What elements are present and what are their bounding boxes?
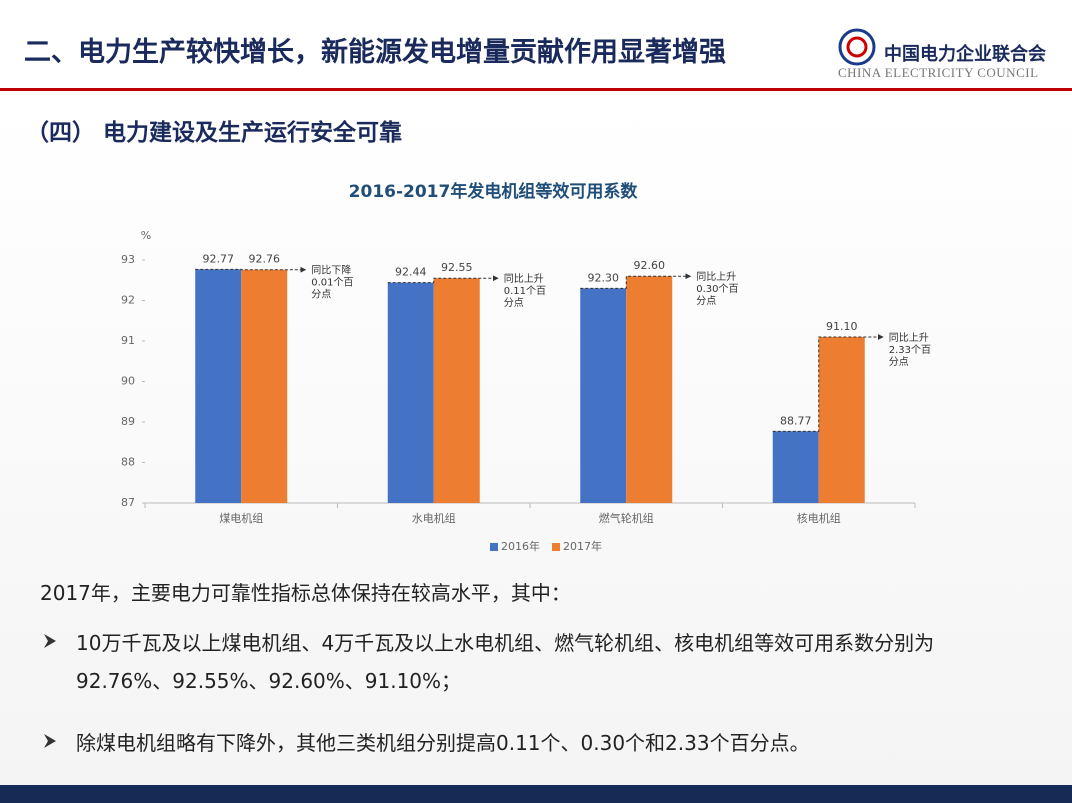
y-tick-label: 88 — [121, 456, 135, 469]
bar — [580, 288, 627, 503]
x-tick-label: 核电机组 — [797, 511, 841, 525]
chart: 2016-2017年发电机组等效可用系数 % 87 88 89 90 91 92 93 煤电机… — [121, 181, 931, 553]
bullet: 除煤电机组略有下降外，其他三类机组分别提高0.11个、0.30个和2.33个百分… — [76, 731, 810, 755]
bar — [818, 336, 865, 503]
bar — [772, 431, 819, 503]
value-label: 88.77 — [780, 414, 812, 427]
footer-bar — [0, 785, 1072, 803]
annotation: 同比上升 — [504, 273, 544, 285]
bar — [387, 282, 434, 503]
legend-swatch — [552, 543, 560, 551]
x-tick-label: 水电机组 — [412, 511, 456, 525]
header-title: 二、电力生产较快增长，新能源发电增量贡献作用显著增强 — [24, 37, 726, 68]
subtitle: （四） 电力建设及生产运行安全可靠 — [26, 120, 403, 146]
annotation: 0.01个百 — [311, 277, 353, 289]
annotation: 0.11个百 — [504, 285, 546, 297]
y-tick-label: 87 — [121, 496, 135, 509]
legend-label: 2017年 — [563, 539, 602, 553]
change-connector — [387, 275, 499, 284]
value-label: 92.44 — [395, 266, 427, 279]
change-connector — [772, 333, 884, 432]
annotation: 同比下降 — [311, 264, 351, 277]
y-tick-label: 91 — [121, 334, 135, 347]
y-unit: % — [141, 229, 151, 242]
org-name: 中国电力企业联合会 — [884, 44, 1046, 65]
annotation: 0.30个百 — [696, 283, 738, 295]
chart-title: 2016-2017年发电机组等效可用系数 — [349, 181, 639, 202]
legend-label: 2016年 — [501, 539, 540, 553]
bar — [241, 269, 288, 503]
value-label: 92.77 — [203, 252, 235, 265]
annotation: 同比上升 — [889, 332, 929, 344]
header-rule — [0, 88, 1072, 91]
y-tick-label: 90 — [121, 375, 135, 388]
x-tick-label: 燃气轮机组 — [599, 511, 654, 525]
annotation: 分点 — [696, 295, 716, 307]
bar — [626, 276, 673, 503]
value-label: 92.30 — [588, 271, 620, 284]
annotation: 2.33个百 — [889, 344, 931, 356]
bullet-icon — [44, 734, 56, 748]
value-label: 91.10 — [826, 320, 858, 333]
legend-swatch — [490, 543, 498, 551]
annotation: 分点 — [311, 289, 331, 301]
y-tick-label: 89 — [121, 415, 135, 428]
bar — [195, 269, 242, 503]
change-connector — [580, 273, 692, 289]
x-tick-label: 煤电机组 — [219, 511, 263, 525]
value-label: 92.55 — [441, 261, 473, 274]
logo — [838, 28, 876, 66]
annotation: 分点 — [504, 297, 524, 309]
bullet: 10万千瓦及以上煤电机组、4万千瓦及以上水电机组、燃气轮机组、核电机组等效可用系… — [76, 631, 935, 693]
intro: 2017年，主要电力可靠性指标总体保持在较高水平，其中： — [40, 581, 571, 605]
y-tick-label: 92 — [121, 294, 135, 307]
value-label: 92.76 — [249, 253, 281, 266]
bullet-icon — [44, 634, 56, 648]
value-label: 92.60 — [634, 259, 666, 272]
annotation: 同比上升 — [696, 271, 736, 283]
annotation: 分点 — [889, 356, 909, 368]
bar — [433, 278, 480, 503]
org-name-en: CHINA ELECTRICITY COUNCIL — [838, 65, 1039, 80]
y-tick-label: 93 — [121, 253, 135, 266]
